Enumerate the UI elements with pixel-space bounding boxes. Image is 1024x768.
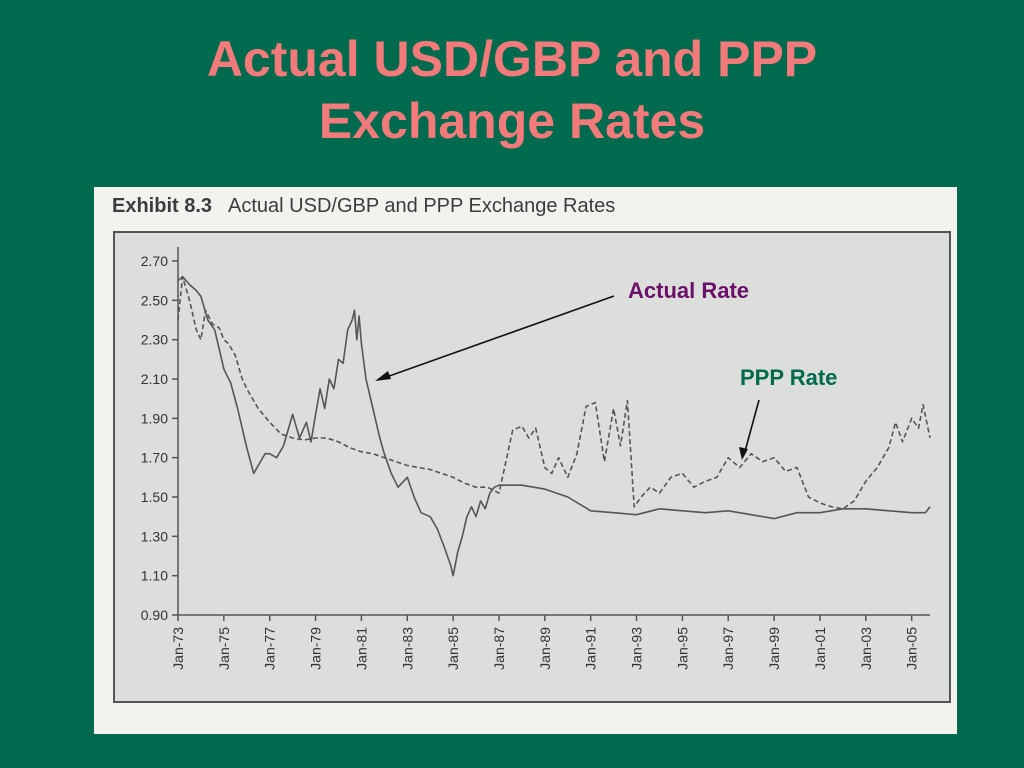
ppp-rate-line (177, 275, 931, 510)
x-tick-label: Jan-93 (629, 627, 645, 670)
y-tick-label: 2.30 (141, 332, 168, 348)
exhibit-caption: Actual USD/GBP and PPP Exchange Rates (228, 195, 616, 217)
ppp-rate-arrowhead (739, 447, 748, 460)
x-tick-label: Jan-95 (674, 627, 690, 670)
x-tick-label: Jan-89 (537, 627, 553, 670)
y-tick-label: 1.10 (141, 568, 168, 584)
y-tick-label: 1.70 (141, 450, 168, 466)
slide-title-line-2: Exchange Rates (318, 93, 706, 149)
actual-rate-line (177, 275, 931, 577)
y-tick-label: 1.90 (141, 410, 168, 426)
x-tick-label: Jan-99 (766, 627, 782, 670)
slide-title: Actual USD/GBP and PPP Exchange Rates (0, 28, 1024, 152)
actual-rate-arrow (377, 295, 615, 381)
ppp-rate-label: PPP Rate (740, 365, 838, 390)
actual-rate-label: Actual Rate (628, 278, 750, 303)
x-tick-label: Jan-97 (720, 627, 736, 670)
exhibit-label: Exhibit 8.3 (112, 195, 213, 217)
series-lines (177, 275, 931, 577)
x-tick-label: Jan-83 (399, 627, 415, 670)
x-tick-label: Jan-75 (216, 627, 232, 670)
x-tick-label: Jan-81 (353, 627, 369, 670)
y-tick-label: 1.50 (141, 489, 168, 505)
exhibit-figure: Exhibit 8.3 Actual USD/GBP and PPP Exchan… (94, 187, 957, 734)
y-ticks: 2.70 2.50 2.30 2.10 1.90 1.70 1.50 1.30 1.10 0.90 (141, 253, 178, 623)
y-tick-label: 2.70 (141, 253, 168, 269)
actual-rate-arrowhead (375, 371, 391, 381)
x-tick-label: Jan-77 (262, 627, 278, 670)
x-tick-label: Jan-87 (491, 627, 507, 670)
chart-svg: 2.70 2.50 2.30 2.10 1.90 1.70 1.50 1.30 1.10 0.90… (113, 231, 951, 703)
chart-frame (113, 231, 951, 703)
x-tick-label: Jan-73 (170, 627, 186, 670)
y-tick-label: 1.30 (141, 528, 168, 544)
x-tick-label: Jan-85 (445, 627, 461, 670)
y-tick-label: 2.50 (141, 292, 168, 308)
y-tick-label: 2.10 (141, 371, 168, 387)
ppp-rate-arrow (743, 399, 760, 456)
slide-title-line-1: Actual USD/GBP and PPP (206, 31, 818, 87)
x-tick-label: Jan-79 (308, 627, 324, 670)
x-tick-label: Jan-05 (904, 627, 920, 670)
x-tick-label: Jan-01 (812, 627, 828, 670)
x-ticks: Jan-73 Jan-75 Jan-77 Jan-79 Jan-81 Jan-83 Jan-… (170, 615, 920, 670)
x-tick-label: Jan-91 (583, 627, 599, 670)
y-tick-label: 0.90 (141, 607, 168, 623)
x-tick-label: Jan-03 (858, 627, 874, 670)
exhibit-header: Exhibit 8.3 Actual USD/GBP and PPP Exchan… (112, 195, 615, 218)
